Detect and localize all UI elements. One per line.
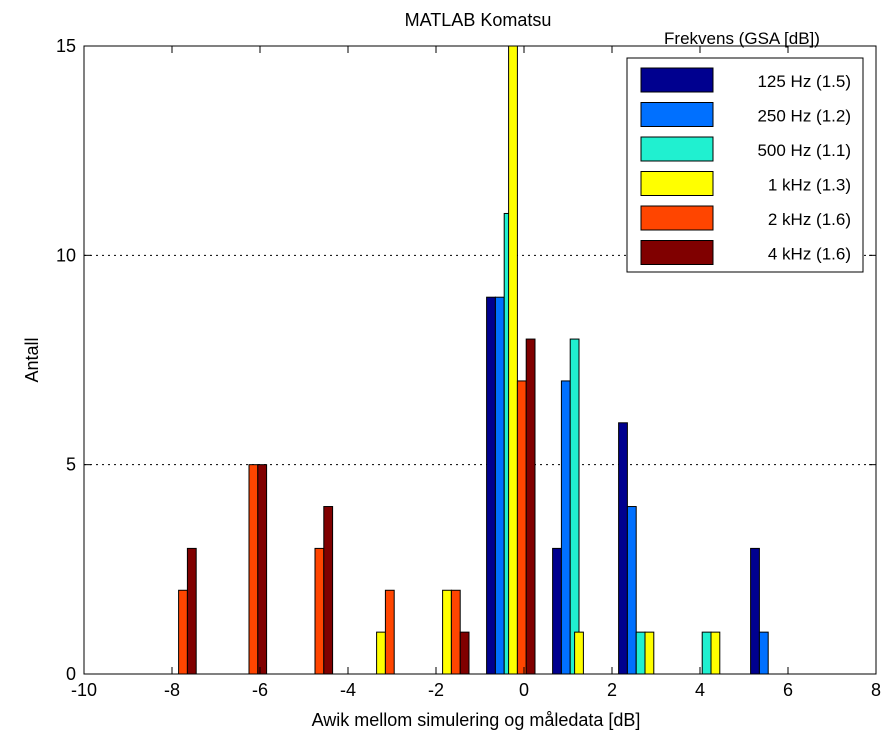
x-tick-label-2: -6 [252, 680, 268, 700]
bar-series-3-1 [442, 589, 452, 675]
bar-series-3-3 [574, 631, 584, 675]
grid-layer [84, 254, 876, 466]
legend-label-0: 125 Hz (1.5) [757, 72, 851, 91]
legend: 125 Hz (1.5) 250 Hz (1.2) 500 Hz (1.1) 1 kH… [626, 57, 864, 273]
bar-series-4-4 [450, 589, 461, 675]
bar-series-3-5 [710, 631, 721, 675]
bar-series-3-4 [644, 631, 655, 675]
y-tick-label-0: 0 [66, 664, 76, 684]
legend-swatch-2 [640, 136, 714, 162]
legend-label-5: 4 kHz (1.6) [768, 245, 851, 264]
bar-series-4-3 [384, 589, 395, 675]
bar-series-0-2 [618, 422, 628, 675]
legend-swatch-0 [640, 67, 714, 93]
bar-series-2-3 [701, 631, 712, 675]
x-tick-label-1: -8 [164, 680, 180, 700]
y-tick-label-3: 15 [56, 36, 76, 56]
bar-series-2-1 [569, 338, 580, 675]
bar-series-5-1 [257, 464, 268, 675]
bar-series-4-2 [314, 547, 325, 675]
bar-series-1-1 [560, 380, 571, 675]
x-tick-label-5: 0 [519, 680, 529, 700]
bar-series-4-1 [248, 464, 259, 675]
bar-series-5-2 [323, 506, 334, 675]
legend-swatch-4 [640, 205, 714, 231]
x-tick-label-0: -10 [71, 680, 97, 700]
x-tick-label-8: 6 [783, 680, 793, 700]
y-axis-label: Antall [22, 337, 42, 382]
bars-layer [178, 45, 769, 675]
legend-box [626, 57, 864, 273]
bar-series-0-0 [486, 296, 496, 675]
bar-series-3-0 [376, 631, 386, 675]
bar-series-1-2 [626, 506, 637, 675]
bar-series-0-1 [552, 547, 562, 675]
x-axis-label: Awik mellom simulering og måledata [dB] [312, 710, 641, 730]
axes-layer [83, 45, 877, 675]
legend-label-3: 1 kHz (1.3) [768, 176, 851, 195]
x-tick-label-4: -2 [428, 680, 444, 700]
ticks-layer: -10 -8 -6 -4 -2 0 2 4 6 8 0 5 10 15 [56, 36, 881, 700]
legend-label-4: 2 kHz (1.6) [768, 210, 851, 229]
legend-label-2: 500 Hz (1.1) [757, 141, 851, 160]
x-tick-label-3: -4 [340, 680, 356, 700]
bar-series-4-0 [178, 589, 188, 675]
legend-swatch-1 [640, 102, 714, 127]
y-tick-label-2: 10 [56, 245, 76, 265]
legend-swatch-3 [640, 171, 714, 196]
x-tick-label-7: 4 [695, 680, 705, 700]
bar-series-5-4 [525, 338, 536, 675]
chart-title: MATLAB Komatsu [405, 10, 552, 30]
bar-series-3-2 [508, 45, 518, 675]
bar-series-1-3 [758, 631, 769, 675]
bar-series-5-3 [459, 631, 470, 675]
x-tick-label-6: 2 [607, 680, 617, 700]
legend-label-1: 250 Hz (1.2) [757, 107, 851, 126]
legend-swatch-5 [640, 240, 714, 265]
legend-title: Frekvens (GSA [dB]) [664, 29, 820, 48]
bar-series-1-0 [494, 296, 505, 675]
bar-series-5-0 [186, 547, 197, 675]
bar-series-2-2 [635, 631, 646, 675]
y-tick-label-1: 5 [66, 455, 76, 475]
x-tick-label-9: 8 [871, 680, 881, 700]
plot-frame [83, 45, 877, 675]
bar-series-0-3 [750, 547, 760, 675]
bar-series-4-5 [516, 380, 527, 675]
